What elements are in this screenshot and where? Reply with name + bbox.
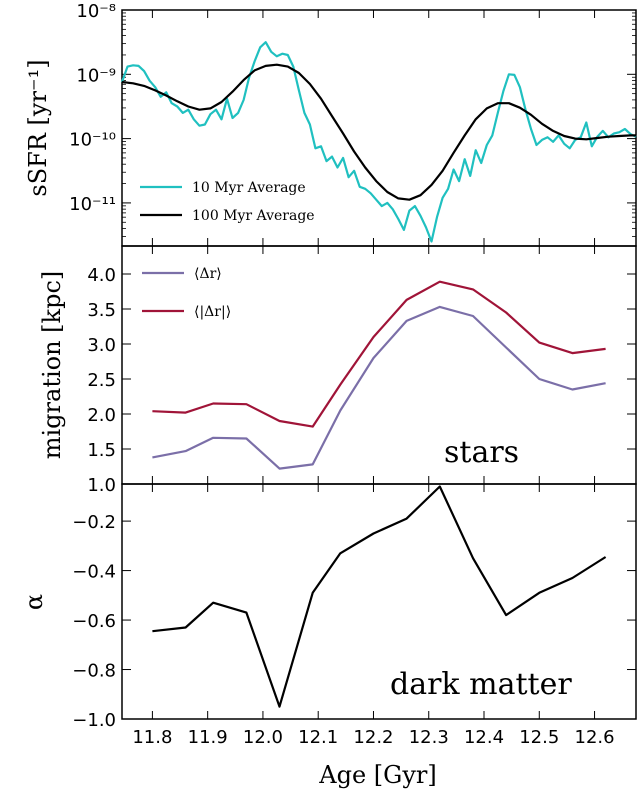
alpha-y-tick-label: −0.2 <box>72 512 116 533</box>
alpha-panel-frame <box>121 483 637 720</box>
alpha-panel: −1.0 −0.8 −0.6 −0.4 −0.2 11.8 11.9 12.0 12.1 12.2… <box>20 483 637 789</box>
legend-label-100myr: 100 Myr Average <box>192 208 315 224</box>
migration-y-tick-label: 1.5 <box>87 440 116 461</box>
migration-y-tick-label: 3.5 <box>87 300 116 321</box>
series-line-mean-dr <box>152 305 606 470</box>
ssfr-y-tick-label: 10⁻⁸ <box>76 1 116 22</box>
dark-matter-annotation: dark matter <box>390 667 572 702</box>
legend-label-mean-abs-dr: ⟨|Δr|⟩ <box>194 304 231 320</box>
migration-y-tick-label: 1.0 <box>87 475 116 496</box>
migration-y-tick-label: 3.0 <box>87 335 116 356</box>
x-axis-label: Age [Gyr] <box>318 761 436 789</box>
stars-annotation: stars <box>444 435 519 470</box>
alpha-y-tick-label: −0.8 <box>72 661 116 682</box>
ssfr-y-tick-label: 10⁻¹⁰ <box>69 130 116 151</box>
migration-y-tick-label: 4.0 <box>87 265 116 286</box>
alpha-y-tick-label: −0.4 <box>72 562 116 583</box>
x-tick-label: 11.8 <box>132 727 172 748</box>
ssfr-y-tick-label: 10⁻¹¹ <box>69 194 116 215</box>
x-tick-label: 12.0 <box>243 727 283 748</box>
series-line-mean-abs-dr <box>152 280 606 428</box>
x-tick-label: 12.5 <box>519 727 559 748</box>
x-tick-label: 12.2 <box>353 727 393 748</box>
ssfr-panel: 10⁻⁸ 10⁻⁹ 10⁻¹⁰ 10⁻¹¹ 10 Myr Average 100 My… <box>24 1 637 247</box>
alpha-y-axis-label: α <box>20 594 48 610</box>
legend-label-10myr: 10 Myr Average <box>192 180 306 196</box>
migration-y-tick-label: 2.5 <box>87 370 116 391</box>
x-tick-label: 12.3 <box>409 727 449 748</box>
migration-panel: 1.01.52.02.53.03.54.0 ⟨Δr⟩ ⟨|Δr|⟩ stars … <box>38 245 637 496</box>
ssfr-legend: 10 Myr Average 100 Myr Average <box>140 180 315 224</box>
series-line-alpha <box>152 485 607 708</box>
migration-y-axis-label: migration [kpc] <box>38 271 66 460</box>
x-tick-label: 12.6 <box>575 727 615 748</box>
legend-label-mean-dr: ⟨Δr⟩ <box>194 266 222 282</box>
alpha-y-tick-label: −1.0 <box>72 710 116 731</box>
migration-y-tick-label: 2.0 <box>87 405 116 426</box>
migration-legend: ⟨Δr⟩ ⟨|Δr|⟩ <box>142 266 231 320</box>
ssfr-y-axis-label: sSFR [yr⁻¹] <box>24 59 52 196</box>
series-line-100myr <box>121 63 636 201</box>
x-tick-label: 11.9 <box>188 727 228 748</box>
x-tick-label: 12.4 <box>464 727 504 748</box>
x-tick-label: 12.1 <box>298 727 338 748</box>
alpha-y-tick-label: −0.6 <box>72 611 116 632</box>
series-line-10myr <box>120 41 637 243</box>
ssfr-y-tick-label: 10⁻⁹ <box>76 65 116 86</box>
